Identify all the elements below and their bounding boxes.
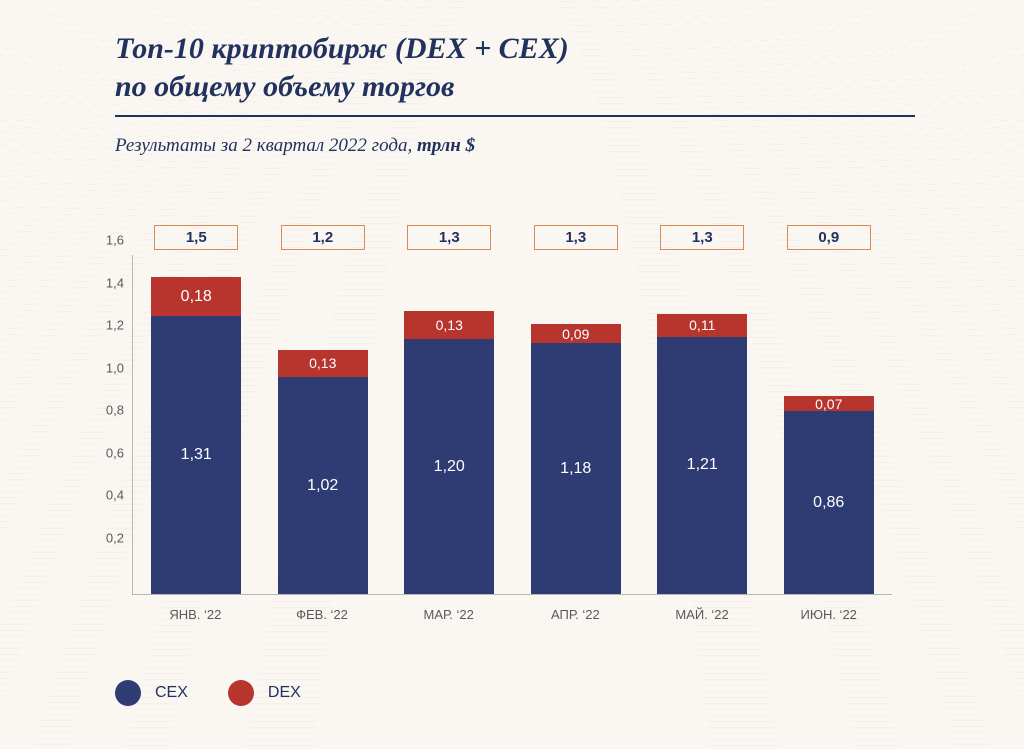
y-tick: 1,0	[106, 360, 124, 375]
title-line-2: по общему объему торгов	[115, 70, 454, 103]
x-label: ФЕВ. ‘22	[259, 607, 386, 622]
total-box: 1,3	[534, 225, 618, 250]
legend-swatch	[115, 680, 141, 706]
x-label: АПР. ‘22	[512, 607, 639, 622]
bar-segment-cex: 1,31	[151, 316, 241, 594]
legend-label: CEX	[155, 684, 188, 702]
legend: CEX DEX	[115, 680, 301, 706]
bar-segment-dex: 0,13	[278, 350, 368, 378]
total-box: 1,3	[660, 225, 744, 250]
x-axis-labels: ЯНВ. ‘22ФЕВ. ‘22МАР. ‘22АПР. ‘22МАЙ. ‘22…	[132, 607, 892, 622]
chart-area: 0,20,40,60,81,01,21,41,6 1,51,310,181,21…	[98, 255, 898, 615]
y-tick: 0,8	[106, 403, 124, 418]
subtitle-unit: трлн $	[417, 135, 475, 156]
chart-subtitle: Результаты за 2 квартал 2022 года, трлн …	[115, 135, 915, 157]
y-tick: 0,2	[106, 530, 124, 545]
bars-container: 1,51,310,181,21,020,131,31,200,131,31,18…	[133, 255, 892, 594]
chart-title: Топ-10 криптобирж (DEX + CEX) по общему …	[115, 30, 915, 105]
x-label: МАЙ. ‘22	[639, 607, 766, 622]
total-box: 1,3	[407, 225, 491, 250]
bar-stack: 1,200,13	[404, 311, 494, 594]
bar-stack: 0,860,07	[784, 396, 874, 594]
title-underline	[115, 115, 915, 117]
y-tick: 0,6	[106, 445, 124, 460]
subtitle-text: Результаты за 2 квартал 2022 года,	[115, 135, 417, 156]
y-tick: 1,6	[106, 233, 124, 248]
bar-slot: 1,31,210,11	[639, 255, 766, 594]
bar-segment-cex: 0,86	[784, 411, 874, 594]
legend-swatch	[228, 680, 254, 706]
total-box: 1,5	[154, 225, 238, 250]
bar-segment-cex: 1,21	[657, 337, 747, 594]
bar-segment-cex: 1,02	[278, 377, 368, 594]
bar-slot: 1,51,310,18	[133, 255, 260, 594]
bar-slot: 0,90,860,07	[766, 255, 893, 594]
x-label: МАР. ‘22	[385, 607, 512, 622]
total-box: 1,2	[281, 225, 365, 250]
bar-slot: 1,21,020,13	[260, 255, 387, 594]
bar-stack: 1,180,09	[531, 324, 621, 594]
bar-segment-cex: 1,18	[531, 343, 621, 594]
bar-stack: 1,310,18	[151, 277, 241, 594]
header: Топ-10 криптобирж (DEX + CEX) по общему …	[115, 30, 915, 157]
bar-stack: 1,020,13	[278, 350, 368, 594]
legend-label: DEX	[268, 684, 301, 702]
legend-item: DEX	[228, 680, 301, 706]
y-tick: 1,2	[106, 318, 124, 333]
bar-segment-dex: 0,07	[784, 396, 874, 411]
bar-stack: 1,210,11	[657, 314, 747, 595]
y-tick: 1,4	[106, 275, 124, 290]
bar-segment-dex: 0,09	[531, 324, 621, 343]
y-tick: 0,4	[106, 488, 124, 503]
legend-item: CEX	[115, 680, 188, 706]
x-label: ЯНВ. ‘22	[132, 607, 259, 622]
bar-segment-cex: 1,20	[404, 339, 494, 594]
title-line-1: Топ-10 криптобирж (DEX + CEX)	[115, 32, 569, 65]
x-label: ИЮН. ‘22	[765, 607, 892, 622]
bar-slot: 1,31,180,09	[513, 255, 640, 594]
plot-area: 1,51,310,181,21,020,131,31,200,131,31,18…	[132, 255, 892, 595]
bar-segment-dex: 0,11	[657, 314, 747, 337]
total-box: 0,9	[787, 225, 871, 250]
bar-slot: 1,31,200,13	[386, 255, 513, 594]
y-axis: 0,20,40,60,81,01,21,41,6	[98, 255, 130, 595]
bar-segment-dex: 0,18	[151, 277, 241, 315]
bar-segment-dex: 0,13	[404, 311, 494, 339]
